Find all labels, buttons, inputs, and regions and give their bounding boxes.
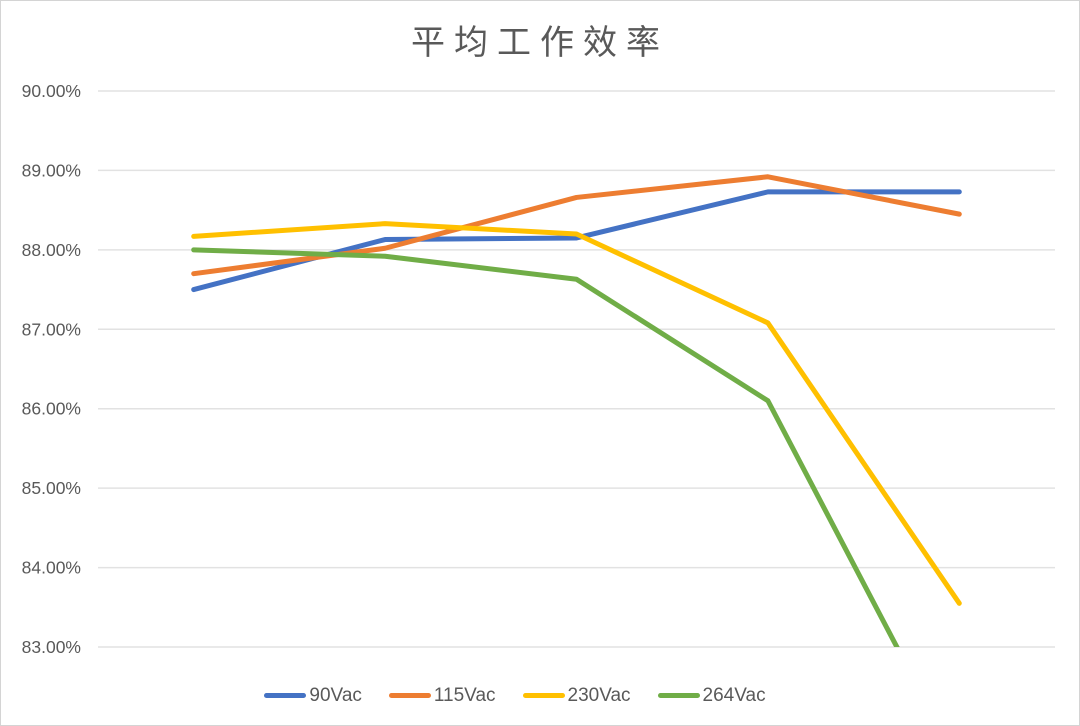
legend-item-115Vac: 115Vac — [388, 685, 496, 706]
y-axis-tick-label: 90.00% — [22, 81, 81, 101]
legend-label: 90Vac — [309, 685, 362, 706]
y-axis-tick-label: 84.00% — [22, 558, 81, 578]
y-axis-tick-label: 87.00% — [22, 319, 81, 339]
y-axis-tick-label: 85.00% — [22, 478, 81, 498]
series-line-264Vac — [191, 247, 900, 647]
legend-swatch-230Vac — [522, 693, 565, 698]
series-line-115Vac — [191, 174, 962, 277]
series-line-90Vac — [191, 189, 962, 293]
y-axis-tick-label: 83.00% — [22, 637, 81, 657]
legend-swatch-264Vac — [657, 693, 700, 698]
chart-title: 平均工作效率 — [411, 23, 669, 63]
series-line-230Vac — [191, 221, 962, 606]
legend-label: 115Vac — [433, 685, 496, 706]
legend-label: 230Vac — [567, 685, 631, 706]
legend-swatch-90Vac — [264, 693, 307, 698]
y-axis-tick-label: 88.00% — [22, 240, 81, 260]
legend-item-90Vac: 90Vac — [264, 685, 362, 706]
y-axis-tick-label: 89.00% — [22, 160, 81, 180]
legend-swatch-115Vac — [388, 693, 431, 698]
legend-item-230Vac: 230Vac — [522, 685, 631, 706]
legend-label: 264Vac — [702, 685, 766, 706]
y-axis-tick-label: 86.00% — [22, 399, 81, 419]
legend: 90Vac 115Vac 230Vac 264Vac — [1, 685, 1054, 706]
legend-item-264Vac: 264Vac — [657, 685, 766, 706]
